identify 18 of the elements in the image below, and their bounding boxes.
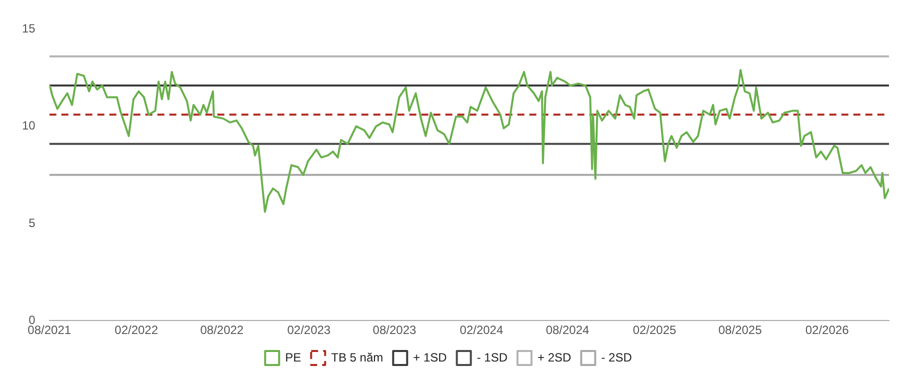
y-tick-label: 15 (22, 22, 36, 36)
legend-label: + 1SD (413, 350, 448, 364)
x-tick-label: 08/2024 (546, 323, 590, 338)
legend-label: + 2SD (538, 350, 572, 364)
legend-label: - 1SD (476, 350, 508, 364)
y-tick-label: 10 (22, 118, 36, 133)
x-tick-label: 02/2026 (805, 323, 850, 338)
x-tick-label: 08/2025 (718, 323, 762, 338)
x-tick-label: 02/2024 (460, 323, 504, 338)
y-tick-label: 5 (28, 216, 36, 230)
x-tick-label: 02/2023 (287, 323, 331, 338)
x-tick-label: 02/2025 (632, 323, 677, 338)
legend-label: - 2SD (601, 350, 632, 364)
x-tick-label: 02/2022 (114, 323, 158, 338)
legend-label: PE (285, 350, 302, 364)
x-tick-label: 08/2023 (372, 323, 416, 338)
legend-label: TB 5 năm (331, 350, 384, 364)
x-tick-label: 08/2022 (200, 323, 244, 338)
